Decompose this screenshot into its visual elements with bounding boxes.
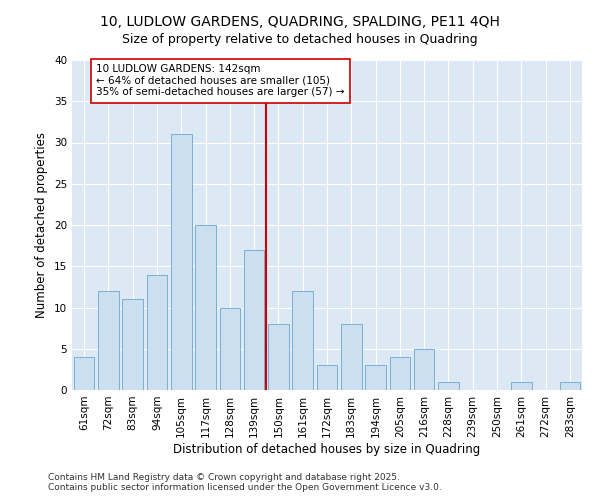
- Bar: [341, 324, 362, 390]
- Text: 10 LUDLOW GARDENS: 142sqm
← 64% of detached houses are smaller (105)
35% of semi: 10 LUDLOW GARDENS: 142sqm ← 64% of detac…: [96, 64, 345, 98]
- Bar: [365, 365, 386, 390]
- Bar: [98, 291, 119, 390]
- Bar: [74, 357, 94, 390]
- Bar: [511, 382, 532, 390]
- Bar: [317, 365, 337, 390]
- X-axis label: Distribution of detached houses by size in Quadring: Distribution of detached houses by size …: [173, 442, 481, 456]
- Bar: [389, 357, 410, 390]
- Bar: [292, 291, 313, 390]
- Bar: [195, 225, 216, 390]
- Bar: [560, 382, 580, 390]
- Text: 10, LUDLOW GARDENS, QUADRING, SPALDING, PE11 4QH: 10, LUDLOW GARDENS, QUADRING, SPALDING, …: [100, 15, 500, 29]
- Bar: [438, 382, 459, 390]
- Bar: [122, 299, 143, 390]
- Bar: [414, 349, 434, 390]
- Bar: [268, 324, 289, 390]
- Bar: [220, 308, 240, 390]
- Text: Contains HM Land Registry data © Crown copyright and database right 2025.
Contai: Contains HM Land Registry data © Crown c…: [48, 473, 442, 492]
- Text: Size of property relative to detached houses in Quadring: Size of property relative to detached ho…: [122, 32, 478, 46]
- Bar: [146, 274, 167, 390]
- Y-axis label: Number of detached properties: Number of detached properties: [35, 132, 49, 318]
- Bar: [244, 250, 265, 390]
- Bar: [171, 134, 191, 390]
